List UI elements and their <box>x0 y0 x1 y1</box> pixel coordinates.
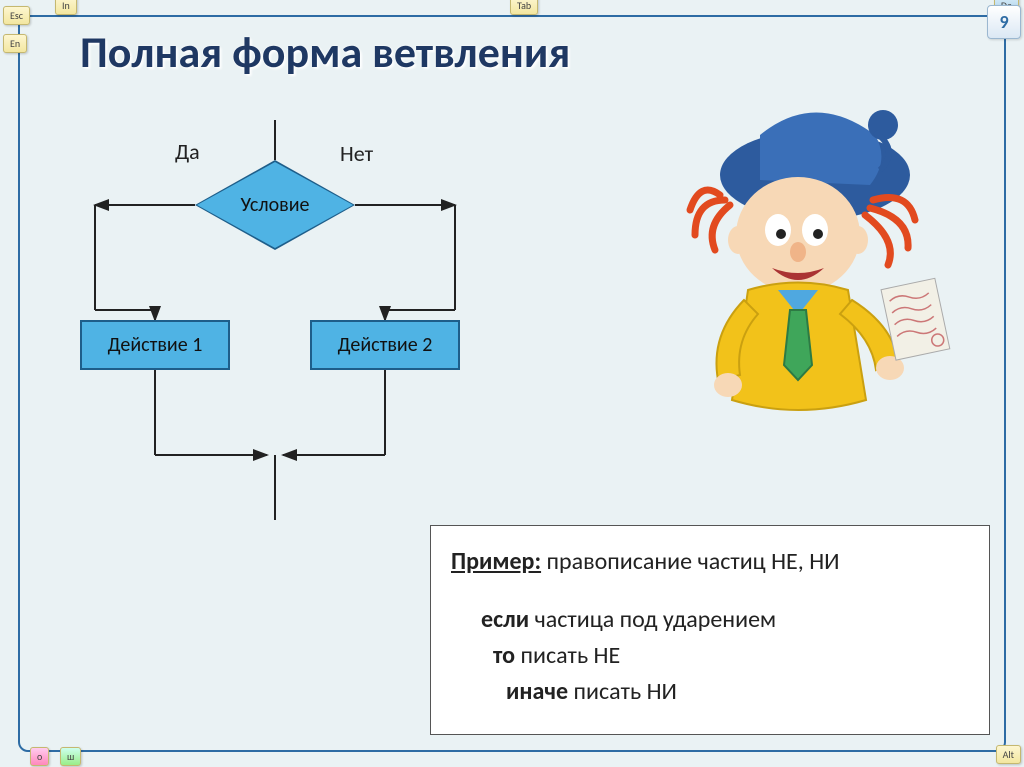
example-line3: иначе писать НИ <box>451 674 969 710</box>
keycap-alt: Alt <box>996 745 1021 764</box>
cartoon-character <box>640 100 960 440</box>
keycap-en: En <box>3 34 27 53</box>
action1-node: Действие 1 <box>80 320 230 370</box>
keycap-sh: ш <box>60 747 81 766</box>
page-number: 9 <box>987 5 1021 39</box>
slide: Esc En In Tab De Alt o ш 9 Полная форма … <box>0 0 1024 767</box>
action2-label: Действие 2 <box>338 333 433 357</box>
example-line2-rest: писать НЕ <box>515 641 620 670</box>
example-title: Пример: <box>451 547 541 576</box>
flowchart: Да Нет Условие Действие 1 Действие 2 <box>60 110 540 530</box>
example-box: Пример: правописание частиц НЕ, НИ если … <box>430 525 990 735</box>
kw-then: то <box>493 641 515 670</box>
condition-label: Условие <box>197 162 353 248</box>
example-line3-rest: писать НИ <box>568 677 677 706</box>
action1-label: Действие 1 <box>108 333 203 357</box>
kw-else: иначе <box>506 677 568 706</box>
kw-if: если <box>481 605 529 634</box>
example-title-line: Пример: правописание частиц НЕ, НИ <box>451 544 969 580</box>
keycap-tab: Tab <box>510 0 538 15</box>
keycap-o: o <box>30 747 49 766</box>
action2-node: Действие 2 <box>310 320 460 370</box>
example-line1: если частица под ударением <box>451 602 969 638</box>
example-title-rest: правописание частиц НЕ, НИ <box>541 547 839 576</box>
page-title: Полная форма ветвления <box>80 25 570 79</box>
example-line1-rest: частица под ударением <box>529 605 776 634</box>
keycap-in: In <box>55 0 77 15</box>
example-line2: то писать НЕ <box>451 638 969 674</box>
keycap-esc: Esc <box>3 6 30 25</box>
condition-node: Условие <box>195 160 355 250</box>
